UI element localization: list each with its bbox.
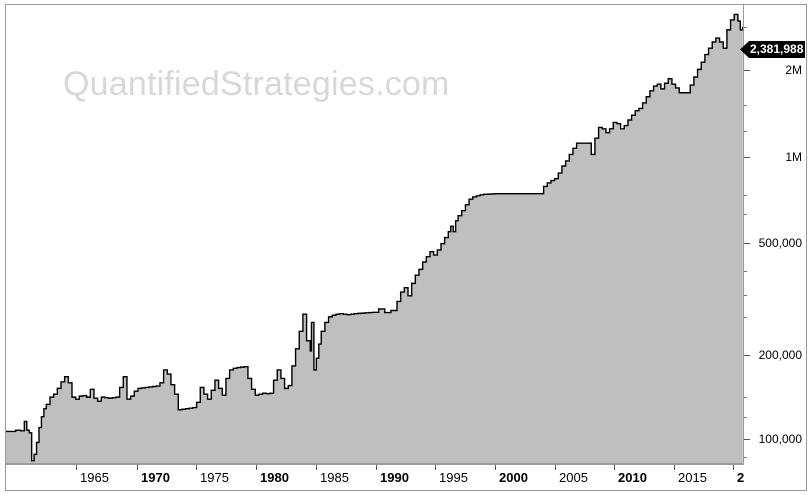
date-axis-tick	[196, 465, 197, 470]
date-axis-tick	[555, 465, 556, 470]
price-axis-tick	[744, 70, 750, 71]
price-axis-tick	[744, 157, 750, 158]
date-axis-tick	[316, 465, 317, 470]
price-axis-minor-tick	[744, 105, 747, 106]
date-axis-label: 1990	[380, 470, 409, 485]
date-axis-label: 1970	[141, 470, 170, 485]
price-axis-minor-tick	[744, 131, 747, 132]
price-axis-minor-tick	[744, 457, 747, 458]
price-axis-label: 1M	[785, 150, 802, 164]
date-axis-label: 2000	[499, 470, 528, 485]
date-axis-label: 2015	[678, 470, 707, 485]
date-axis-label: 1965	[80, 470, 109, 485]
plot-area[interactable]: QuantifiedStrategies.com	[6, 5, 744, 464]
price-axis-minor-tick	[744, 397, 747, 398]
date-axis-tick	[674, 465, 675, 470]
equity-curve-chart	[6, 13, 743, 463]
date-axis-label: 2020	[737, 470, 744, 485]
price-axis-minor-tick	[744, 317, 747, 318]
date-axis-label: 1975	[200, 470, 229, 485]
equity-line	[6, 13, 743, 462]
date-axis-tick	[76, 465, 77, 470]
flag-arrow-icon	[740, 41, 749, 58]
last-value-flag: 2,381,988	[740, 41, 806, 58]
date-axis-label: 1995	[439, 470, 468, 485]
date-axis-tick	[614, 465, 615, 470]
price-axis-label: 100,000	[758, 432, 802, 446]
date-axis[interactable]: 1965 1970 1975 1980 1985 1990 1995 2000 2005 2010…	[6, 464, 744, 490]
price-axis-label: 2M	[785, 63, 802, 77]
date-axis-tick	[495, 465, 496, 470]
date-axis-tick	[733, 465, 734, 470]
date-axis-tick	[137, 465, 138, 470]
price-axis[interactable]: 2M 1M 500,000 200,000 100,000	[744, 5, 806, 464]
price-axis-minor-tick	[744, 271, 747, 272]
price-axis-minor-tick	[744, 27, 747, 28]
watermark: QuantifiedStrategies.com	[63, 65, 450, 103]
date-axis-label: 1985	[320, 470, 349, 485]
price-axis-minor-tick	[744, 295, 747, 296]
date-axis-tick	[256, 465, 257, 470]
price-axis-minor-tick	[744, 214, 747, 215]
last-value-label: 2,381,988	[749, 41, 806, 58]
date-axis-label: 2005	[559, 470, 588, 485]
price-axis-label: 200,000	[758, 348, 802, 362]
price-axis-minor-tick	[744, 195, 747, 196]
price-axis-tick	[744, 243, 750, 244]
price-axis-tick	[744, 439, 750, 440]
price-axis-minor-tick	[744, 417, 747, 418]
price-axis-label: 500,000	[758, 236, 802, 250]
date-axis-tick	[376, 465, 377, 470]
equity-area-fill	[6, 14, 743, 463]
date-axis-label: 1980	[260, 470, 289, 485]
date-axis-label: 2010	[618, 470, 647, 485]
axis-corner	[744, 464, 806, 490]
date-axis-tick	[435, 465, 436, 470]
price-axis-tick	[744, 355, 750, 356]
